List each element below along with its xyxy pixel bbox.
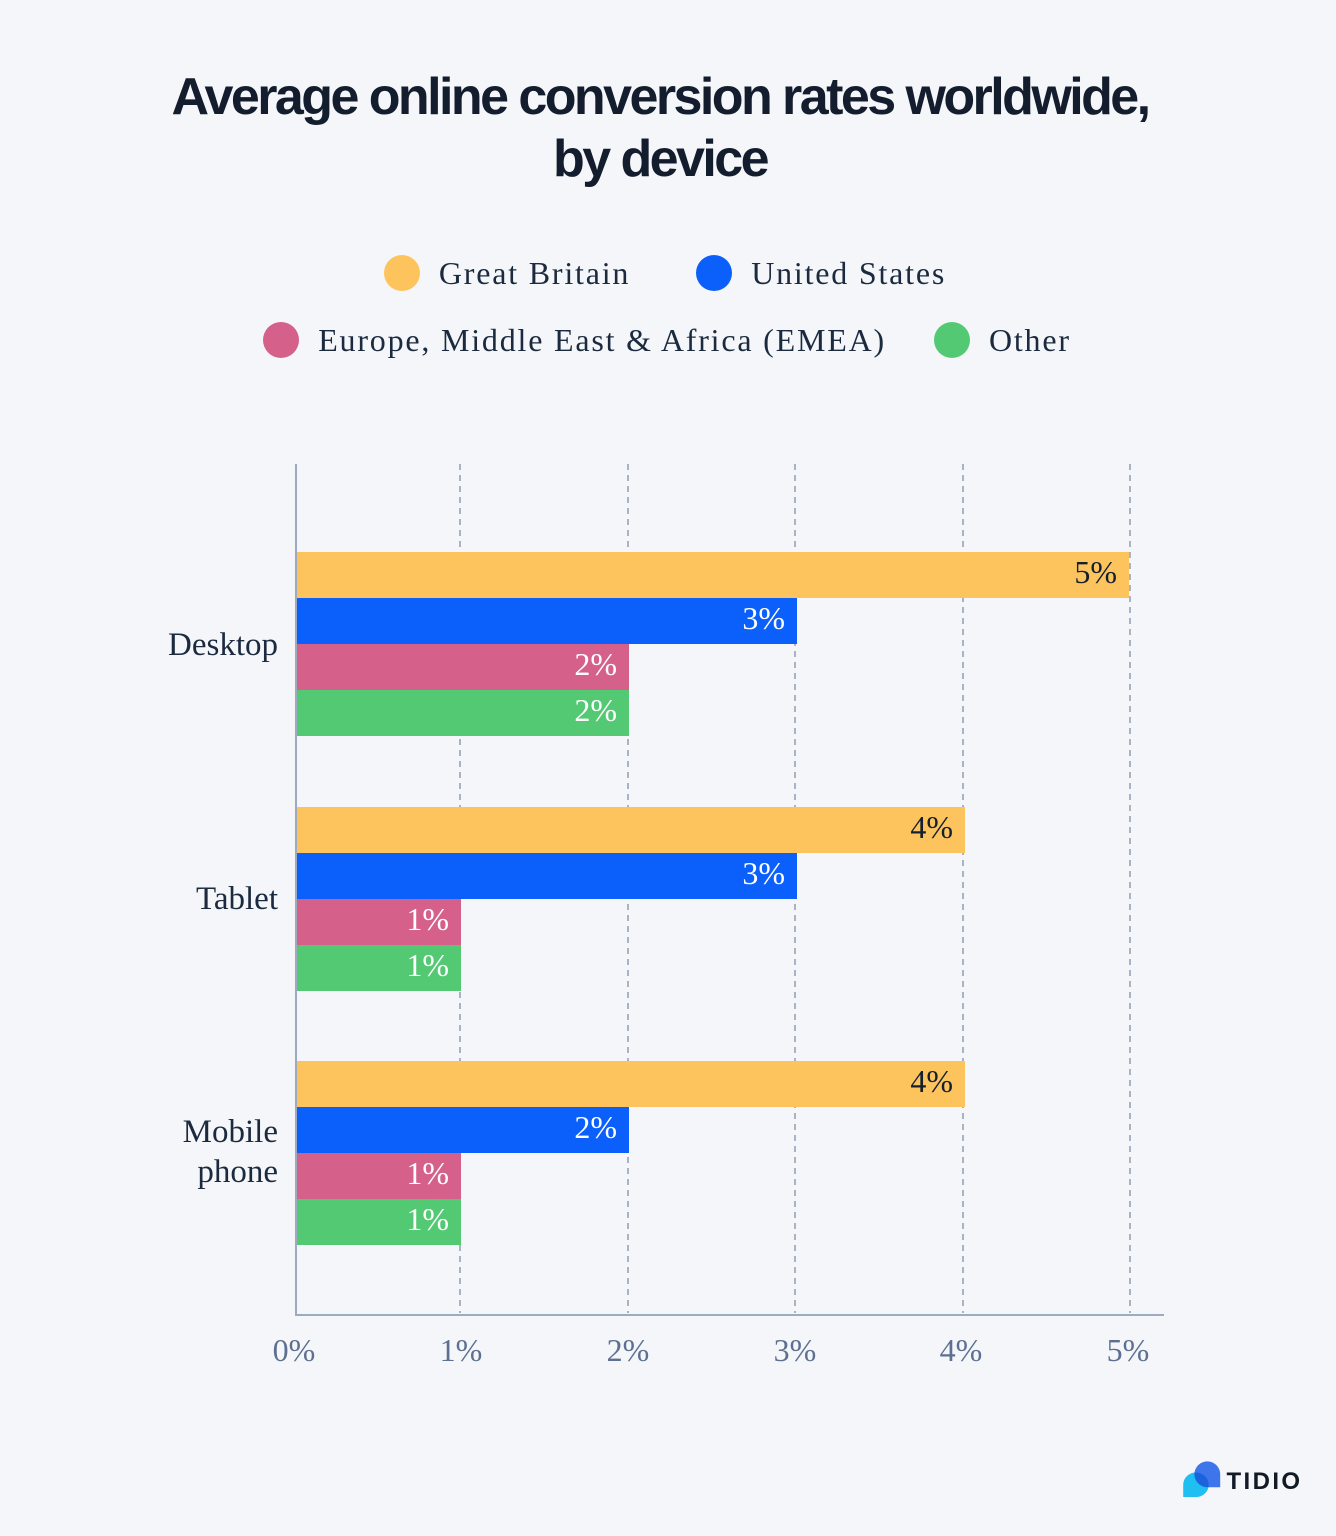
svg-text:TIDIO: TIDIO xyxy=(1227,1468,1303,1495)
